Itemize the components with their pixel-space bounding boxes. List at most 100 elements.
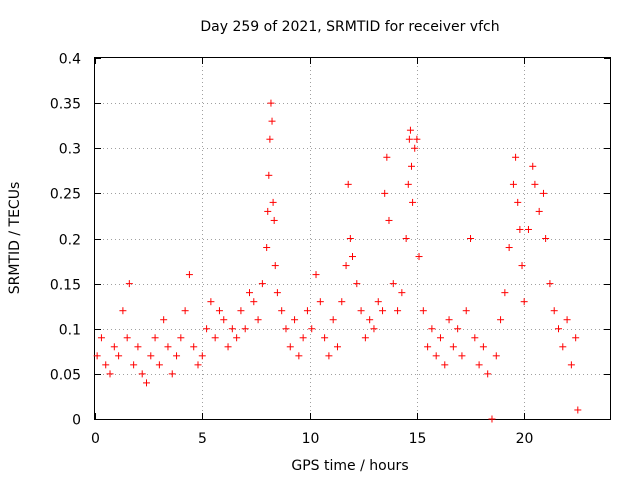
y-tick-label: 0 — [72, 413, 81, 429]
y-tick-label: 0.05 — [50, 368, 81, 384]
data-point — [406, 126, 414, 134]
data-point — [462, 307, 470, 315]
data-point — [266, 135, 274, 143]
data-point — [134, 343, 142, 351]
data-point — [282, 325, 290, 333]
data-point — [475, 361, 483, 369]
data-point — [346, 235, 354, 242]
data-point — [173, 352, 181, 360]
chart-title: Day 259 of 2021, SRMTID for receiver vfc… — [200, 19, 499, 35]
data-point — [295, 352, 303, 360]
y-tick-label: 0.15 — [50, 278, 81, 294]
data-point — [518, 262, 526, 270]
data-point — [520, 298, 528, 306]
y-tick-label: 0.2 — [59, 233, 81, 249]
data-point — [572, 334, 580, 342]
data-point — [413, 135, 421, 143]
data-point — [164, 343, 172, 351]
data-point — [366, 316, 374, 324]
data-point — [125, 280, 133, 288]
x-tick-label: 15 — [409, 431, 427, 447]
data-point — [269, 198, 277, 206]
data-point — [106, 370, 114, 378]
data-point — [546, 280, 554, 288]
x-tick-label: 0 — [91, 431, 100, 447]
data-point — [264, 207, 272, 215]
data-point — [357, 307, 365, 315]
data-point — [497, 316, 505, 324]
data-point — [155, 361, 163, 369]
data-point — [488, 415, 496, 423]
data-point — [271, 262, 279, 270]
data-point — [299, 334, 307, 342]
ticks-layer: 0 5 10 15 20 0 0.05 0.1 0.15 0.2 0.25 0.3 0.35 0.4 — [50, 52, 610, 447]
data-point — [344, 180, 352, 188]
data-point — [411, 144, 419, 152]
data-point — [160, 316, 168, 324]
data-point — [524, 225, 532, 233]
data-point — [177, 334, 185, 342]
data-point — [432, 352, 440, 360]
data-point — [404, 180, 412, 188]
data-point — [567, 361, 575, 369]
data-point — [268, 117, 276, 125]
data-point — [263, 244, 271, 252]
y-tick-label: 0.25 — [50, 187, 81, 203]
data-point — [130, 361, 138, 369]
data-point — [535, 207, 543, 215]
data-point — [303, 307, 311, 315]
data-point — [267, 99, 275, 107]
data-point — [241, 325, 249, 333]
data-point — [143, 379, 150, 387]
data-point — [415, 253, 423, 261]
data-point — [181, 307, 189, 315]
data-point — [512, 153, 520, 161]
x-tick-label: 5 — [198, 431, 207, 447]
data-point — [409, 198, 417, 206]
y-tick-label: 0.4 — [59, 52, 81, 68]
data-point — [408, 162, 416, 170]
data-point — [211, 334, 219, 342]
data-point — [445, 316, 453, 324]
data-point — [97, 334, 105, 342]
data-point — [379, 307, 387, 315]
data-point — [361, 334, 369, 342]
data-point — [207, 298, 215, 306]
data-point — [110, 343, 118, 351]
data-point — [151, 334, 159, 342]
data-point — [531, 180, 539, 188]
data-point — [492, 352, 500, 360]
x-axis-title: GPS time / hours — [291, 458, 408, 474]
data-point — [224, 343, 232, 351]
data-point — [333, 343, 341, 351]
data-point — [168, 370, 176, 378]
data-point — [316, 298, 324, 306]
data-point — [385, 216, 393, 224]
data-point — [254, 316, 262, 324]
data-point — [258, 280, 266, 288]
data-point — [291, 316, 299, 324]
data-point — [138, 370, 146, 378]
data-point — [370, 325, 378, 333]
data-point — [308, 325, 316, 333]
data-point — [119, 307, 127, 315]
data-point — [529, 162, 537, 170]
data-point — [286, 343, 294, 351]
data-point — [505, 244, 513, 252]
data-point — [402, 235, 410, 242]
data-point — [237, 307, 245, 315]
data-point — [278, 307, 286, 315]
data-point — [147, 352, 155, 360]
data-points — [93, 99, 582, 423]
data-point — [215, 307, 223, 315]
data-point — [563, 316, 571, 324]
plot-frame — [94, 57, 611, 420]
data-point — [265, 171, 273, 179]
data-point — [509, 180, 517, 188]
data-point — [471, 334, 479, 342]
data-point — [550, 307, 558, 315]
y-tick-label: 0.1 — [59, 323, 81, 339]
data-point — [542, 235, 550, 242]
data-point — [398, 289, 406, 297]
